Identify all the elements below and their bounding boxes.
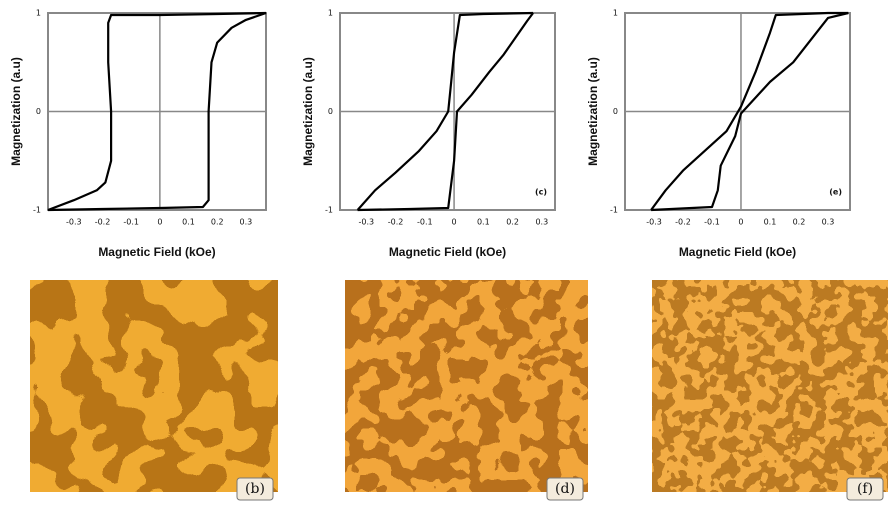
y-tick-label: 0: [613, 107, 618, 116]
y-tick-label: -1: [325, 206, 333, 215]
y-tick-label: 1: [613, 9, 618, 18]
y-tick-label: -1: [33, 206, 41, 215]
x-tick-label: 0.3: [240, 218, 253, 227]
figure: -0.3 -0.2 -0.1 0 0.1 0.2 0.3 -1 0 1 Magnetic Field…: [0, 0, 888, 519]
domain-image: [652, 280, 888, 492]
x-tick-label: 0.2: [211, 218, 224, 227]
x-axis-label: Magnetic Field (kOe): [679, 245, 796, 259]
y-tick-label: 1: [328, 9, 333, 18]
x-tick-label: 0.3: [535, 218, 548, 227]
x-tick-label: 0.2: [506, 218, 519, 227]
domain-image: [30, 280, 278, 492]
x-tick-label: -0.1: [704, 218, 720, 227]
x-tick-label: 0: [452, 218, 457, 227]
x-tick-label: 0.1: [182, 218, 195, 227]
x-tick-label: 0.1: [764, 218, 777, 227]
y-axis-label: Magnetization (a.u): [9, 57, 23, 166]
x-tick-label: -0.2: [388, 218, 404, 227]
image-label: (f): [857, 481, 873, 497]
x-tick-label: -0.1: [417, 218, 433, 227]
x-axis-label: Magnetic Field (kOe): [98, 245, 215, 259]
x-tick-label: -0.3: [66, 218, 82, 227]
y-tick-label: 0: [36, 107, 41, 116]
x-axis-label: Magnetic Field (kOe): [389, 245, 506, 259]
x-tick-label: 0.2: [793, 218, 806, 227]
image-label: (d): [555, 481, 575, 497]
y-tick-label: 1: [36, 9, 41, 18]
x-tick-label: 0.3: [822, 218, 835, 227]
panel-label: (c): [535, 188, 547, 197]
x-tick-label: -0.2: [95, 218, 111, 227]
x-tick-label: 0: [738, 218, 743, 227]
x-tick-label: -0.1: [123, 218, 139, 227]
x-tick-label: -0.2: [675, 218, 691, 227]
y-axis-label: Magnetization (a.u): [301, 57, 315, 166]
x-tick-label: 0.1: [477, 218, 490, 227]
panel-label: (e): [829, 188, 842, 197]
y-tick-label: 0: [328, 107, 333, 116]
y-axis-label: Magnetization (a.u): [586, 57, 600, 166]
image-label: (b): [245, 481, 265, 497]
x-tick-label: -0.3: [646, 218, 662, 227]
y-tick-label: -1: [610, 206, 618, 215]
domain-image: [345, 280, 588, 492]
x-tick-label: 0: [157, 218, 162, 227]
x-tick-label: -0.3: [359, 218, 375, 227]
